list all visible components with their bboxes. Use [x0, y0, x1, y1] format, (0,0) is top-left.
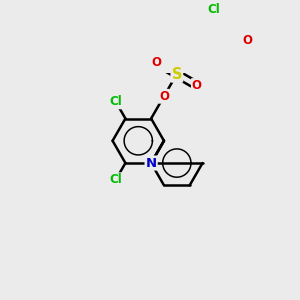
Text: O: O — [242, 34, 253, 47]
Text: Cl: Cl — [208, 3, 220, 16]
Text: N: N — [146, 157, 157, 169]
Text: S: S — [172, 67, 182, 82]
Text: O: O — [159, 90, 169, 103]
Text: O: O — [152, 56, 162, 69]
Text: Cl: Cl — [110, 173, 122, 186]
Text: Cl: Cl — [110, 95, 122, 108]
Text: O: O — [192, 79, 202, 92]
